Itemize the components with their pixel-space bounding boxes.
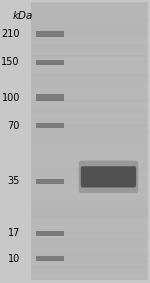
- FancyBboxPatch shape: [31, 3, 147, 280]
- FancyBboxPatch shape: [36, 256, 64, 261]
- FancyBboxPatch shape: [81, 166, 136, 188]
- Text: 210: 210: [1, 29, 20, 39]
- FancyBboxPatch shape: [36, 179, 64, 184]
- Text: 17: 17: [8, 228, 20, 239]
- FancyBboxPatch shape: [36, 60, 64, 65]
- FancyBboxPatch shape: [79, 161, 138, 193]
- Text: 35: 35: [8, 176, 20, 186]
- Text: 100: 100: [2, 93, 20, 103]
- FancyBboxPatch shape: [36, 94, 64, 101]
- FancyBboxPatch shape: [36, 231, 64, 236]
- Text: 70: 70: [8, 121, 20, 131]
- Text: 150: 150: [1, 57, 20, 67]
- FancyBboxPatch shape: [36, 31, 64, 37]
- Text: 10: 10: [8, 254, 20, 264]
- Text: kDa: kDa: [13, 11, 33, 21]
- FancyBboxPatch shape: [36, 123, 64, 128]
